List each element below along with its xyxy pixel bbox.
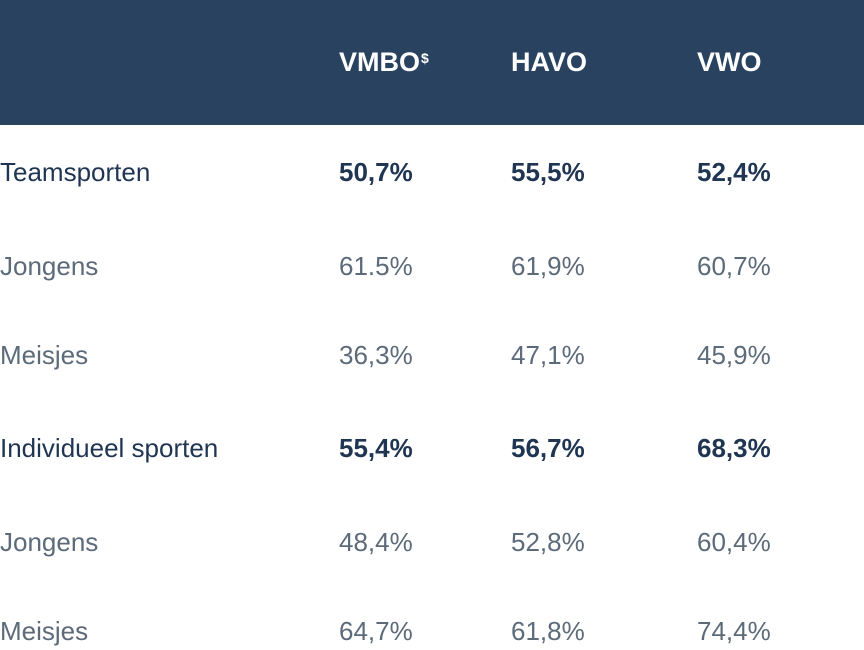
row-label: Meisjes: [0, 616, 89, 646]
cell-havo: 56,7%: [511, 433, 585, 463]
cell-havo: 47,1%: [511, 340, 585, 370]
cell-vwo: 60,7%: [697, 251, 771, 281]
cell-vmbo: 61.5%: [339, 251, 413, 281]
cell-havo: 61,8%: [511, 616, 585, 646]
table-row-teamsporten-jongens: Jongens 61.5% 61,9% 60,7%: [0, 248, 864, 288]
header-havo: HAVO: [511, 47, 588, 77]
cell-vwo: 68,3%: [697, 433, 771, 463]
cell-vmbo: 36,3%: [339, 340, 413, 370]
row-label: Jongens: [0, 527, 99, 557]
cell-vmbo: 48,4%: [339, 527, 413, 557]
cell-vwo: 45,9%: [697, 340, 771, 370]
cell-havo: 55,5%: [511, 157, 585, 187]
row-label: Meisjes: [0, 340, 89, 370]
row-label: Individueel sporten: [0, 433, 219, 463]
table-row-teamsporten: Teamsporten 50,7% 55,5% 52,4%: [0, 154, 864, 194]
table-header: VMBO$ HAVO VWO: [0, 0, 864, 125]
table-row-individueel-jongens: Jongens 48,4% 52,8% 60,4%: [0, 524, 864, 564]
table-row-teamsporten-meisjes: Meisjes 36,3% 47,1% 45,9%: [0, 337, 864, 377]
cell-vwo: 60,4%: [697, 527, 771, 557]
row-label: Teamsporten: [0, 157, 151, 187]
cell-vmbo: 55,4%: [339, 433, 413, 463]
cell-havo: 61,9%: [511, 251, 585, 281]
cell-havo: 52,8%: [511, 527, 585, 557]
cell-vwo: 74,4%: [697, 616, 771, 646]
cell-vmbo: 64,7%: [339, 616, 413, 646]
cell-vmbo: 50,7%: [339, 157, 413, 187]
row-label: Jongens: [0, 251, 99, 281]
table-row-individueel-meisjes: Meisjes 64,7% 61,8% 74,4%: [0, 613, 864, 650]
header-vwo: VWO: [697, 47, 762, 77]
cell-vwo: 52,4%: [697, 157, 771, 187]
header-vmbo-label: VMBO: [339, 47, 420, 77]
header-vmbo-superscript: $: [421, 50, 429, 66]
table-row-individueel-sporten: Individueel sporten 55,4% 56,7% 68,3%: [0, 430, 864, 470]
header-vmbo: VMBO$: [339, 46, 429, 78]
